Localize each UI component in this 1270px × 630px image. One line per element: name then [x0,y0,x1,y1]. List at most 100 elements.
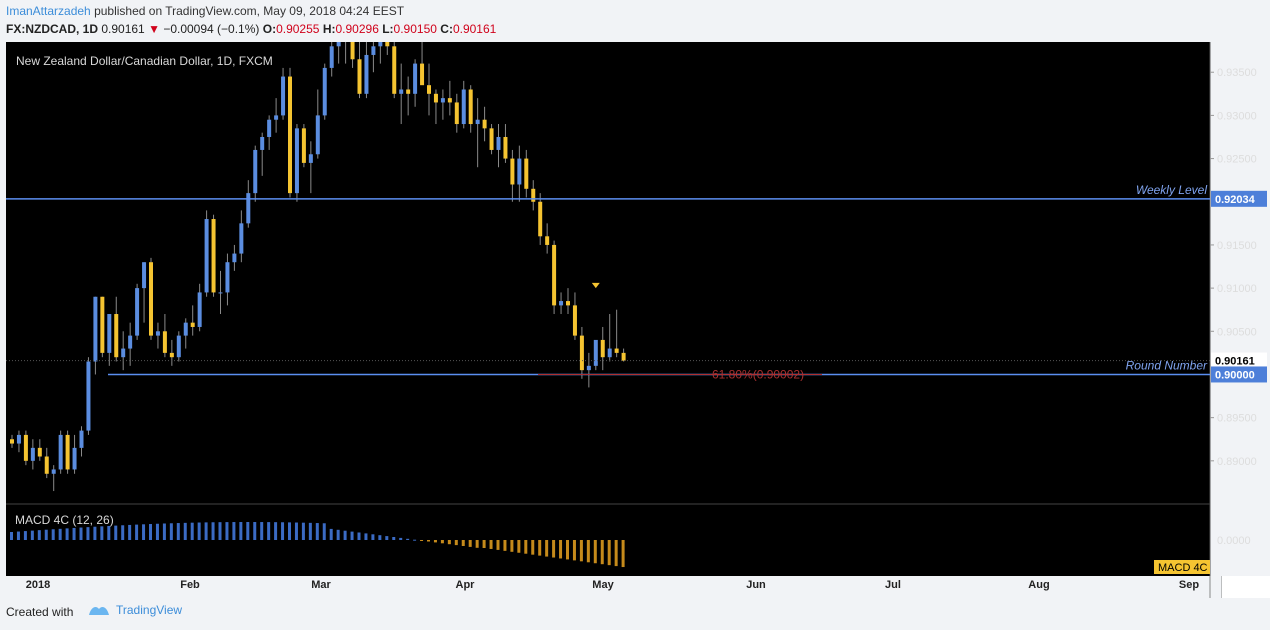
plot-area[interactable] [6,42,1210,576]
created-with-label: Created with [6,605,74,619]
macd-bar [183,522,187,540]
chart-header: ImanAttarzadeh published on TradingView.… [0,0,1270,42]
macd-bar [447,540,451,545]
price-tick: 0.90500 [1217,326,1257,338]
macd-bar [128,524,132,540]
macd-bar [267,522,271,540]
macd-bar [489,540,493,549]
candle-body [79,430,84,448]
candle-body [552,244,557,306]
candle-body [579,335,584,371]
time-tick: Jul [885,579,901,591]
tradingview-link[interactable]: TradingView [88,603,182,617]
macd-bar [315,523,319,540]
author-link[interactable]: ImanAttarzadeh [6,4,91,18]
price-tag [1211,190,1267,207]
candle-body [135,288,140,336]
candle-body [169,352,174,358]
candle-body [447,98,452,103]
macd-bar [336,529,340,540]
macd-bar [239,522,243,540]
macd-bar [531,540,535,555]
symbol-label: FX:NZDCAD, 1D [6,22,98,36]
candle-body [413,63,418,94]
high-label: H: [322,22,336,36]
candle-body [239,223,244,254]
chart-title: New Zealand Dollar/Canadian Dollar, 1D, … [16,54,273,68]
time-tick: Aug [1028,579,1049,591]
candle-body [72,447,77,470]
candle-body [336,42,341,47]
macd-bar [281,522,285,540]
candle-body [23,434,28,461]
candle-body [496,136,501,150]
candle-body [274,115,279,120]
candle-body [427,85,431,94]
candle-body [503,136,508,159]
candle-body [385,42,390,47]
macd-tag-label: MACD 4C [1158,562,1208,574]
candle-body [559,301,564,306]
candle-body [350,42,355,60]
macd-bar [586,540,590,563]
candle-body [482,119,487,129]
candle-body [406,89,411,94]
macd-bar [510,540,514,552]
candle-body [51,469,56,474]
macd-bar [86,527,90,540]
macd-bar [378,535,382,540]
price-tick: 0.91000 [1217,283,1257,295]
last-price: 0.90161 [101,22,145,36]
candle-body [364,54,369,94]
price-tick: 0.92034 [1215,194,1256,206]
macd-bar [58,528,62,540]
macd-bar [579,540,583,562]
macd-bar [371,534,375,540]
macd-bar [155,523,159,540]
macd-bar [552,540,556,558]
macd-bar [406,538,410,540]
candle-body [510,158,515,185]
macd-bar [454,540,458,546]
macd-bar [218,522,222,540]
candle-body [475,119,480,125]
publish-line: ImanAttarzadeh published on TradingView.… [6,4,404,18]
candle-body [107,314,112,353]
time-axis[interactable]: 2018 Feb Mar Apr May Jun Jul Aug Sep [26,579,1200,591]
candle-body [37,447,42,457]
time-tick: 2018 [26,579,50,591]
macd-bar [468,540,472,547]
candle-body [246,193,251,224]
change-down-icon: ▼ [148,22,160,36]
macd-bar [288,522,291,540]
low-label: L: [382,22,394,36]
candle-body [489,128,494,150]
time-tick: Mar [311,579,331,591]
macd-bar [107,525,111,540]
candle-body [155,331,160,336]
macd-bar [357,532,361,540]
macd-bar [399,537,403,540]
candle-body [531,188,536,202]
macd-bar [274,522,278,540]
macd-bar [51,529,55,540]
candle-body [86,361,91,431]
price-axis[interactable]: 0.93500 0.93000 0.92500 0.92034 0.91500 0.910… [1210,67,1267,468]
macd-bar [253,522,257,540]
macd-bar [294,522,298,540]
candle-body [267,119,272,137]
macd-bar [135,524,139,540]
candle-body [378,42,383,47]
macd-bar [142,524,146,540]
ohlc-line: FX:NZDCAD, 1D 0.90161 ▼ −0.00094 (−0.1%)… [6,22,496,36]
tradingview-brand: TradingView [116,603,183,617]
macd-bar [10,532,13,540]
candle-body [288,76,292,194]
candle-body [142,262,147,289]
candle-body [468,89,473,125]
candle-body [461,89,466,125]
price-tick: 0.91500 [1217,240,1257,252]
macd-bar [343,530,347,540]
candle-body [440,98,445,103]
